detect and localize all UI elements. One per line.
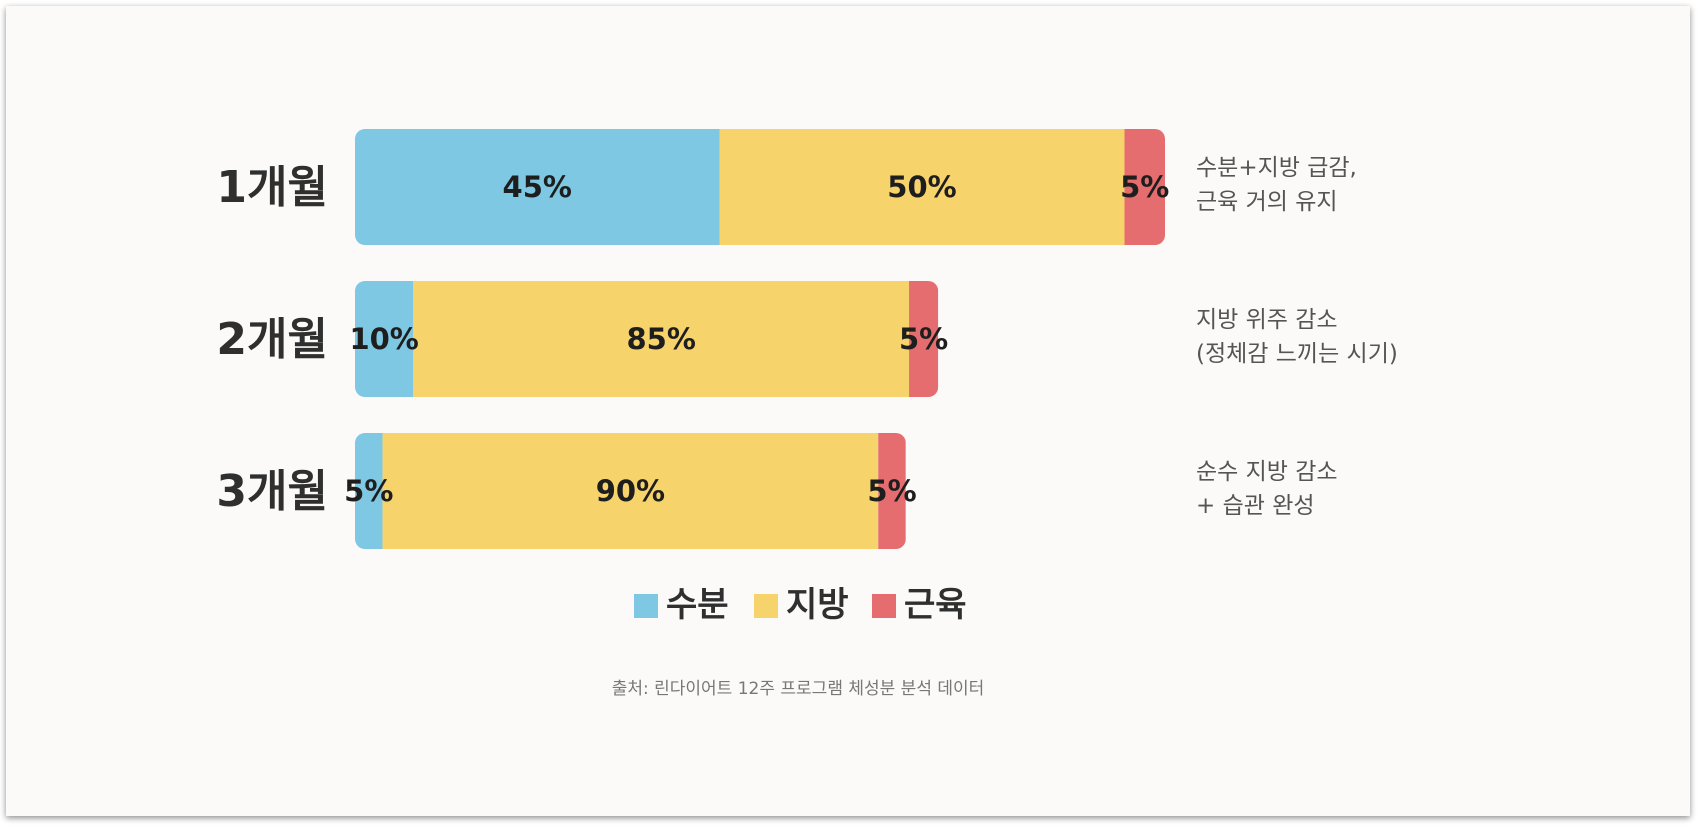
bar-segment: [1124, 129, 1165, 245]
data-label: 5%: [344, 474, 393, 508]
legend-swatch: [634, 594, 658, 618]
bar-row: 2개월 10% 85% 5% 지방 위주 감소 (정체감 느끼는 시기): [216, 281, 1398, 397]
data-label: 85%: [626, 322, 695, 356]
annotation-line: 근육 거의 유지: [1196, 189, 1338, 215]
data-label: 50%: [887, 170, 956, 204]
bar: [355, 129, 1165, 245]
legend-item: 수분: [634, 585, 729, 625]
annotation-line: 지방 위주 감소: [1196, 307, 1338, 333]
bar-segment: [355, 433, 383, 549]
data-label: 10%: [349, 322, 418, 356]
annotation-line: (정체감 느끼는 시기): [1196, 341, 1398, 367]
bar-segment: [382, 433, 879, 549]
bar-row: 1개월 45% 50% 5% 수분+지방 급감, 근육 거의 유지: [216, 129, 1357, 245]
bar-segment: [355, 129, 720, 245]
bar-segment: [878, 433, 906, 549]
legend-swatch: [754, 594, 778, 618]
bar-segment: [355, 281, 414, 397]
legend-label: 수분: [666, 585, 729, 625]
annotation-line: 순수 지방 감소: [1196, 459, 1338, 485]
data-label: 90%: [596, 474, 665, 508]
data-label: 5%: [899, 322, 948, 356]
bar-segment: [719, 129, 1125, 245]
data-label: 5%: [1120, 170, 1169, 204]
bar: [355, 281, 939, 397]
data-label: 45%: [503, 170, 572, 204]
bar-segment: [909, 281, 939, 397]
legend-item: 근육: [872, 585, 967, 625]
bar-segment: [413, 281, 910, 397]
bar: [355, 433, 906, 549]
row-label: 1개월: [216, 162, 328, 213]
chart-frame: 1개월 45% 50% 5% 수분+지방 급감, 근육 거의 유지 2개월 10% 85% 5% 지…: [6, 6, 1690, 816]
legend-swatch: [872, 594, 896, 618]
data-label: 5%: [867, 474, 916, 508]
legend-label: 근육: [904, 585, 967, 625]
annotation-line: 수분+지방 급감,: [1196, 155, 1357, 181]
source-note: 출처: 린다이어트 12주 프로그램 체성분 분석 데이터: [612, 679, 985, 699]
annotation-line: + 습관 완성: [1196, 493, 1315, 519]
bar-row: 3개월 5% 90% 5% 순수 지방 감소 + 습관 완성: [216, 433, 1338, 549]
legend: 수분 지방 근육: [634, 585, 967, 625]
legend-label: 지방: [786, 585, 849, 625]
legend-item: 지방: [754, 585, 849, 625]
stacked-bar-chart: 1개월 45% 50% 5% 수분+지방 급감, 근육 거의 유지 2개월 10% 85% 5% 지…: [216, 129, 1398, 699]
row-label: 2개월: [216, 314, 328, 365]
row-label: 3개월: [216, 466, 328, 517]
